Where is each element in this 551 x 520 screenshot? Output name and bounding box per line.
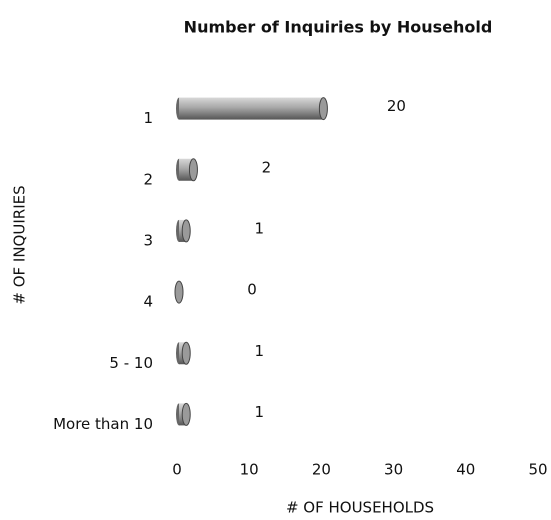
data-label: 1	[254, 342, 264, 360]
data-label: 1	[254, 219, 264, 237]
x-tick-label: 50	[528, 461, 547, 479]
data-label: 20	[387, 97, 406, 115]
bar-cap	[318, 97, 328, 121]
chart-title: Number of Inquiries by Household	[184, 18, 493, 37]
bar-cap	[181, 219, 191, 243]
data-label: 1	[254, 403, 264, 421]
bar	[179, 97, 324, 120]
x-tick-label: 40	[456, 461, 475, 479]
y-tick-label: 3	[143, 231, 153, 249]
bar-cap	[181, 341, 191, 365]
y-tick-label: 4	[143, 293, 153, 311]
y-tick-label: 1	[143, 109, 153, 127]
data-label: 0	[247, 281, 257, 299]
bar-cap	[188, 158, 198, 182]
x-tick-label: 20	[312, 461, 331, 479]
y-axis-title: # OF INQUIRIES	[11, 185, 29, 304]
y-tick-label: 2	[143, 170, 153, 188]
x-axis-title: # OF HOUSEHOLDS	[286, 499, 434, 517]
bar-cap	[174, 280, 184, 304]
bar-cap	[181, 402, 191, 426]
y-tick-label: More than 10	[53, 415, 153, 433]
x-tick-label: 10	[240, 461, 259, 479]
x-tick-label: 30	[384, 461, 403, 479]
x-tick-label: 0	[172, 461, 182, 479]
data-label: 2	[262, 158, 272, 176]
y-tick-label: 5 - 10	[109, 354, 153, 372]
